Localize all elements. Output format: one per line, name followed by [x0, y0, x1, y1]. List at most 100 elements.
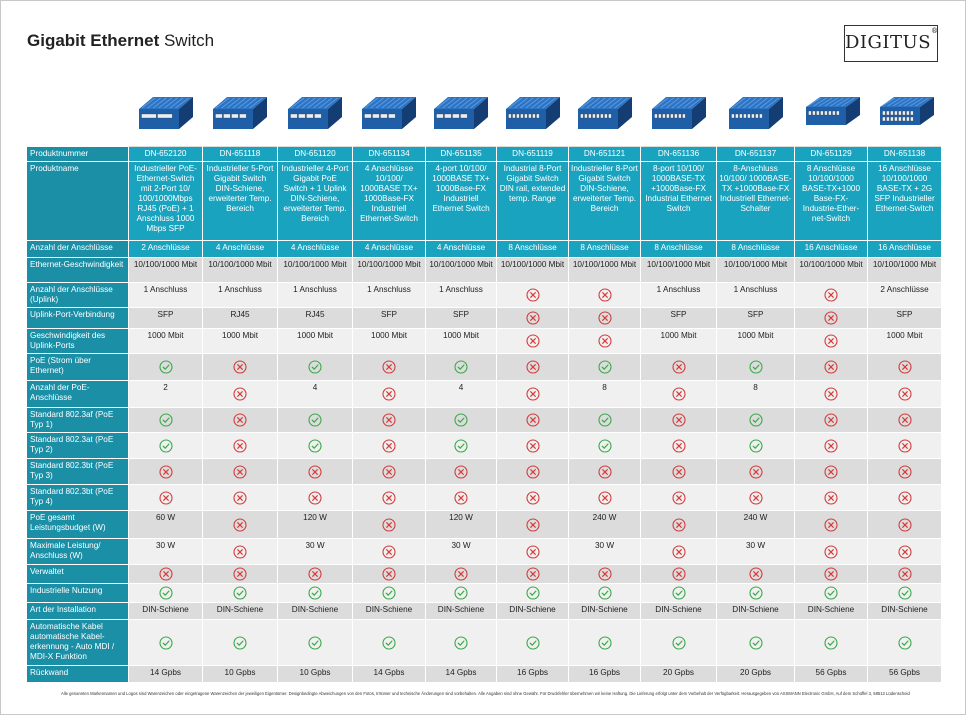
table-cell-icon — [568, 308, 640, 329]
table-row: Rückwand 14 Gpbs 10 Gpbs 10 Gpbs 14 Gpbs 14 G… — [27, 666, 941, 683]
table-cell: 10/100/1000 Mbit — [640, 258, 716, 283]
table-cell: 4 Anschlüsse — [277, 241, 352, 258]
table-cell-icon — [352, 620, 425, 666]
product-image-cell — [277, 85, 352, 147]
table-cell: 1000 Mbit — [352, 329, 425, 354]
table-cell: 4 Anschlüsse — [425, 241, 496, 258]
table-cell-icon — [425, 565, 496, 584]
check-icon — [454, 360, 468, 374]
cross-icon — [382, 464, 396, 479]
table-cell-icon — [202, 584, 277, 603]
cross-icon — [454, 567, 468, 581]
table-cell-icon — [794, 408, 867, 433]
check-icon — [748, 586, 763, 600]
table-cell-icon — [352, 408, 425, 433]
table-cell-icon — [128, 620, 202, 666]
cross-icon — [824, 438, 838, 453]
table-cell: 1 Anschluss — [202, 283, 277, 308]
check-icon — [525, 635, 540, 650]
table-cell: 20 Gpbs — [716, 666, 794, 683]
cross-icon — [233, 490, 247, 505]
cross-icon — [382, 544, 396, 559]
table-cell-icon — [568, 408, 640, 433]
switch-product-image — [288, 96, 342, 129]
table-cell-icon — [640, 433, 716, 459]
cross-icon — [233, 438, 247, 453]
cross-icon — [897, 438, 912, 453]
table-cell: 10/100/1000 Mbit — [202, 258, 277, 283]
title-bold: Gigabit Ethernet — [27, 31, 160, 50]
check-icon — [158, 438, 173, 453]
table-cell: DIN-Schiene — [496, 603, 568, 620]
table-cell: 2 — [128, 381, 202, 408]
table-row: Produktnummer DN-652120 DN-651118 DN-651120… — [27, 147, 941, 162]
check-icon — [308, 413, 322, 427]
table-cell-icon — [640, 381, 716, 408]
table-cell-icon — [352, 433, 425, 459]
table-cell-icon — [867, 381, 941, 408]
check-icon — [158, 360, 173, 374]
table-cell-icon — [794, 539, 867, 565]
table-row: Anzahl der Anschlüsse (Uplink) 1 Anschlus… — [27, 283, 941, 308]
table-cell-icon — [568, 485, 640, 511]
table-cell-icon — [202, 485, 277, 511]
table-cell-icon — [202, 408, 277, 433]
table-cell: DIN-Schiene — [425, 603, 496, 620]
table-cell-icon — [202, 565, 277, 584]
table-cell: DIN-Schiene — [794, 603, 867, 620]
table-cell-icon — [716, 408, 794, 433]
table-row: PoE (Strom über Ethernet) — [27, 354, 941, 381]
table-cell-icon — [867, 408, 941, 433]
table-cell-icon — [352, 539, 425, 565]
table-cell: 1 Anschluss — [352, 283, 425, 308]
table-cell: DIN-Schiene — [352, 603, 425, 620]
table-cell: 10/100/1000 Mbit — [716, 258, 794, 283]
cross-icon — [671, 490, 686, 505]
table-cell-icon — [128, 485, 202, 511]
table-cell-icon — [425, 459, 496, 485]
cross-icon — [233, 517, 247, 532]
cross-icon — [525, 517, 540, 532]
cross-icon — [671, 413, 686, 427]
table-cell: 14 Gpbs — [128, 666, 202, 683]
table-cell-icon — [496, 620, 568, 666]
table-cell: 1 Anschluss — [716, 283, 794, 308]
table-cell: 56 Gpbs — [794, 666, 867, 683]
table-cell: 14 Gpbs — [352, 666, 425, 683]
table-cell-icon — [202, 620, 277, 666]
table-cell: DN-651120 — [277, 147, 352, 162]
cross-icon — [382, 438, 396, 453]
table-cell: 4 Anschlüsse — [352, 241, 425, 258]
image-row-label — [27, 85, 128, 147]
table-cell-icon — [277, 565, 352, 584]
row-label: Ethernet-Geschwindigkeit — [27, 258, 128, 283]
cross-icon — [897, 517, 912, 532]
table-cell: 1 Anschluss — [277, 283, 352, 308]
table-cell: DIN-Schiene — [640, 603, 716, 620]
table-cell-icon — [202, 459, 277, 485]
table-cell-icon — [867, 433, 941, 459]
table-cell-icon — [202, 511, 277, 539]
table-cell-icon — [568, 620, 640, 666]
cross-icon — [824, 567, 838, 581]
cross-icon — [824, 360, 838, 374]
table-cell: 1000 Mbit — [202, 329, 277, 354]
table-cell-icon — [867, 511, 941, 539]
table-cell: 4 Anschlüsse 10/100/ 1000BASE TX+ 1000Ba… — [352, 162, 425, 241]
table-cell-icon — [568, 459, 640, 485]
switch-product-image — [651, 96, 706, 129]
table-cell-icon — [640, 408, 716, 433]
table-cell-icon — [794, 485, 867, 511]
table-row: Automatische Kabel automatische Kabel-er… — [27, 620, 941, 666]
table-cell: 1000 Mbit — [277, 329, 352, 354]
cross-icon — [308, 490, 322, 505]
table-cell: 30 W — [277, 539, 352, 565]
product-image-cell — [202, 85, 277, 147]
table-cell: 10/100/1000 Mbit — [128, 258, 202, 283]
check-icon — [748, 635, 763, 650]
table-cell-icon — [794, 584, 867, 603]
cross-icon — [382, 387, 396, 401]
check-icon — [671, 586, 686, 600]
table-row: Industrielle Nutzung — [27, 584, 941, 603]
